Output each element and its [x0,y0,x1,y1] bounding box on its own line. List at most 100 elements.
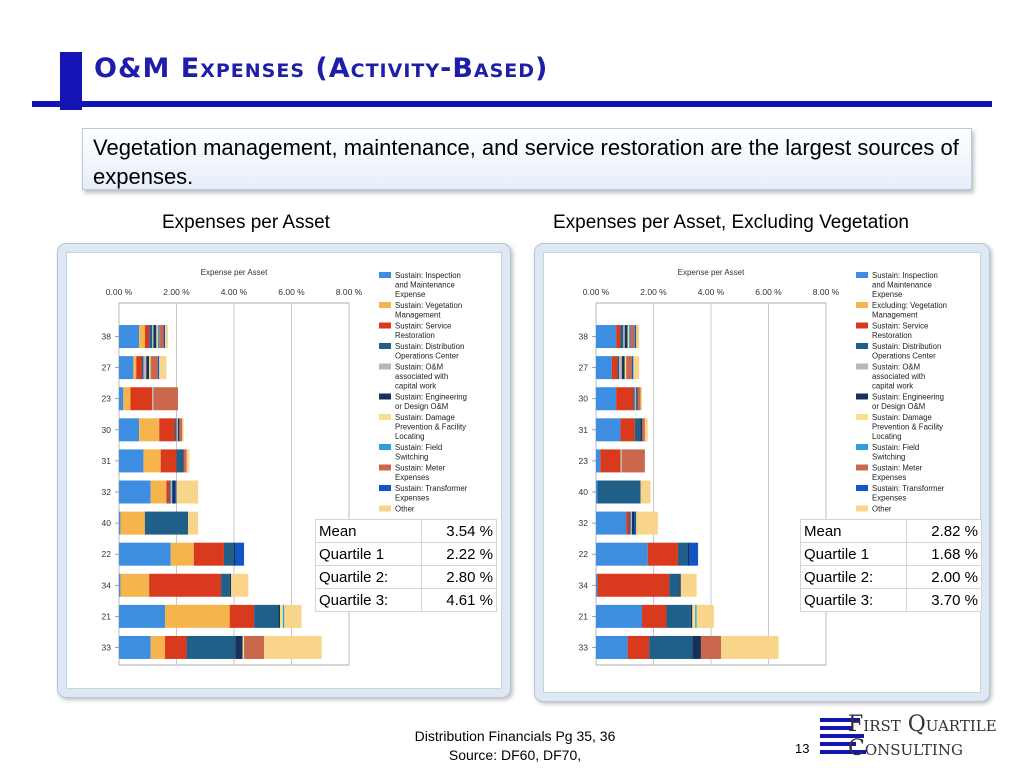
bar-segment [636,325,640,349]
y-tick-label: 27 [579,363,589,373]
bar-segment [177,418,180,442]
bar-segment [223,542,234,566]
bar-segment [624,356,627,380]
x-tick-label: 8.00 % [336,287,363,297]
y-tick-label: 40 [102,518,112,528]
stats-label: Quartile 1 [799,542,908,566]
legend-label: and Maintenance [872,281,932,290]
bar-segment [627,325,630,349]
legend-swatch [379,363,391,370]
legend-label: Restoration [395,331,435,340]
legend-label: Restoration [872,331,912,340]
bar-segment [166,480,170,504]
bar-segment [231,573,249,597]
bar-segment [119,356,134,380]
bar-segment [170,480,173,504]
bar-segment [642,418,645,442]
legend-label: Sustain: Engineering [395,393,467,402]
bar-segment [264,635,322,659]
y-tick-label: 21 [102,611,112,621]
logo-stripe [820,718,860,722]
x-tick-label: 8.00 % [813,287,840,297]
bar-segment [689,542,699,566]
title-accent-bar [60,52,82,110]
y-tick-label: 38 [102,332,112,342]
bar-segment [284,604,302,628]
y-tick-label: 40 [579,487,589,497]
bar-segment [165,325,168,349]
bar-segment [169,480,171,504]
stats-value: 2.80 % [421,565,497,589]
legend-label: Sustain: O&M [872,363,920,372]
bar-segment [624,325,628,349]
bar-segment [620,449,622,473]
legend-label: Prevention & Facility [872,423,943,432]
stats-label: Quartile 3: [799,588,908,612]
chart-title: Expense per Asset [678,268,745,277]
bar-segment [144,511,188,535]
x-tick-label: 2.00 % [640,287,667,297]
legend-label: Sustain: Damage [872,413,932,422]
bar-segment [176,449,183,473]
bar-segment [280,604,283,628]
bar-segment [647,542,678,566]
chart-panel-1: Expense per Asset 0.00 % 2.00 % 4.00 % 6.00 … [57,243,511,698]
bar-segment [636,511,658,535]
bar-segment [611,356,618,380]
bar-segment [176,418,178,442]
y-tick-label: 23 [102,394,112,404]
footer-line-1: Distribution Financials Pg 35, 36 [414,728,616,744]
bar-segment [150,480,167,504]
legend-label: Excluding: Vegetation [872,301,947,310]
legend-label: Sustain: Meter [395,464,446,473]
bar-segment [242,635,245,659]
legend-label: Sustain: Distribution [395,342,464,351]
bar-segment [621,356,625,380]
bar-segment [193,542,224,566]
bar-segment [596,573,598,597]
bar-segment [680,573,697,597]
bar-segment [620,418,635,442]
bar-segment [188,511,199,535]
legend-swatch [856,444,868,450]
legend-swatch [379,302,391,308]
bar-segment [636,387,638,411]
stats-value: 3.70 % [906,588,982,612]
bar-segment [156,325,158,349]
legend-swatch [856,414,868,420]
bar-segment [596,511,627,535]
legend-label: Expenses [395,473,429,482]
legend-label: Prevention & Facility [395,423,466,432]
legend-label: associated with [395,372,448,381]
stats-value: 2.22 % [421,542,497,566]
bar-segment [695,604,697,628]
y-tick-label: 30 [579,394,589,404]
stats-table-1: Mean 3.54 % Quartile 1 2.22 % Quartile 2: 2… [314,519,497,612]
stats-label: Quartile 3: [314,588,423,612]
bar-segment [229,573,232,597]
legend-label: Expenses [872,494,906,503]
legend-label: Sustain: Transformer [395,484,468,493]
stats-label: Mean [314,519,423,543]
y-tick-label: 27 [102,363,112,373]
bar-segment [669,573,680,597]
legend-label: Sustain: Vegetation [395,301,462,310]
bar-segment [119,542,171,566]
bar-segment [596,418,621,442]
bar-segment [633,356,640,380]
bar-segment [119,480,151,504]
legend-swatch [856,393,868,400]
stats-value: 2.00 % [906,565,982,589]
bar-segment [596,387,617,411]
legend-label: Sustain: Meter [872,464,923,473]
legend-label: Sustain: Inspection [872,271,938,280]
legend-label: Expenses [872,473,906,482]
bar-segment [163,325,165,349]
stats-label: Quartile 2: [314,565,423,589]
y-tick-label: 32 [579,518,589,528]
bar-segment [634,418,641,442]
stats-row-quartile-1: Quartile 1 2.22 % [314,542,497,566]
bar-segment [152,325,154,349]
legend-swatch [379,505,391,512]
bar-segment [596,542,648,566]
